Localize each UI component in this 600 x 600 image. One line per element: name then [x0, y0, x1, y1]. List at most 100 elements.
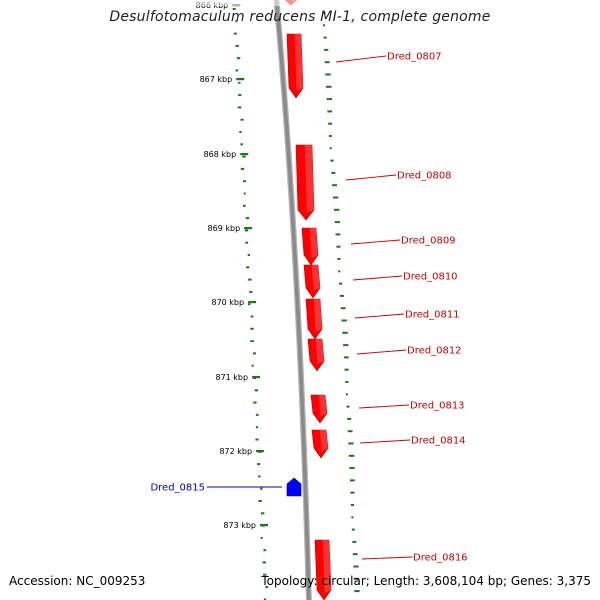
gc-mark-right [348, 454, 355, 457]
gc-mark-left [247, 303, 251, 306]
gc-mark-right [328, 122, 333, 125]
gc-mark-right [340, 307, 346, 310]
gc-mark-left [242, 204, 246, 207]
gene-label-line [345, 174, 397, 181]
topology-text: Topology: circular; Length: 3,608,104 bp… [261, 574, 591, 588]
gene-label-line [354, 313, 405, 319]
gc-mark-left [238, 94, 242, 97]
gc-mark-left [240, 143, 244, 146]
gc-mark-right [323, 36, 327, 39]
gc-mark-left [235, 20, 238, 23]
gc-mark-right [352, 553, 358, 556]
backbone-line [274, 0, 311, 600]
gene-features [284, 0, 332, 600]
gc-mark-right [342, 331, 348, 334]
gc-mark-right [329, 147, 332, 150]
gc-mark-right [325, 73, 331, 76]
gc-mark-left [260, 536, 263, 539]
tick-mark [252, 376, 261, 379]
gc-mark-left [249, 290, 253, 293]
gene-arrow-shade [294, 34, 303, 91]
tick-mark [260, 524, 268, 527]
gene-label-dred-0808: Dred_0808 [397, 171, 452, 182]
gc-mark-left [255, 413, 259, 416]
gc-mark-left [243, 192, 246, 195]
gc-mark-right [324, 61, 330, 64]
gene-arrow-shade [319, 430, 328, 452]
gene-label-dred-0810: Dred_0810 [403, 272, 458, 283]
gc-mark-left [263, 549, 267, 552]
gc-mark-left [238, 81, 241, 84]
tick-mark [240, 153, 249, 156]
gc-mark-left [239, 131, 242, 133]
gene-label-line [335, 55, 387, 63]
gc-mark-left [235, 44, 239, 47]
tick-label: 868 kbp [204, 150, 237, 159]
gc-mark-right [336, 245, 341, 248]
gc-mark-right [333, 208, 340, 211]
gene-label-line [361, 556, 413, 560]
gc-mark-left [252, 352, 256, 355]
tick-label: 873 kbp [223, 521, 256, 530]
gc-mark-left [254, 389, 259, 392]
gc-mark-right [322, 24, 326, 27]
gc-mark-left [233, 32, 237, 35]
gc-mark-right [330, 159, 334, 162]
gc-mark-right [349, 479, 355, 482]
gene-label-dred-0816: Dred_0816 [413, 553, 468, 564]
gc-mark-right [353, 565, 359, 568]
gc-mark-right [326, 98, 332, 101]
gc-mark-left [263, 573, 267, 576]
gc-mark-right [353, 577, 360, 580]
gene-labels: Dred_0807 Dred_0808 Dred_0809 Dred_0810 Dred… [150, 52, 467, 564]
gene-label-line [359, 439, 411, 444]
gc-mark-left [250, 327, 254, 330]
gc-mark-left [258, 500, 262, 502]
gc-mark-left [255, 426, 259, 429]
gc-mark-right [351, 516, 354, 519]
gene-arrow-shade [304, 145, 314, 213]
gc-mark-left [232, 8, 236, 10]
gc-mark-left [237, 106, 242, 109]
gene-label-dred-0815: Dred_0815 [150, 483, 205, 494]
gc-mark-left [265, 586, 269, 589]
gc-mark-right [337, 258, 341, 260]
gc-mark-left [240, 167, 245, 170]
gc-mark-left [240, 118, 244, 121]
gc-mark-left [242, 155, 246, 158]
tick-label: 869 kbp [208, 224, 241, 233]
gene-label-line [352, 275, 403, 281]
gc-mark-right [324, 48, 329, 51]
gc-mark-left [243, 180, 247, 183]
gc-mark-right [326, 85, 332, 88]
tick-label: 872 kbp [219, 447, 252, 456]
gc-mark-right [349, 467, 355, 470]
gc-mark-right [351, 528, 355, 531]
gc-mark-right [350, 504, 355, 506]
genome-backbone [273, 0, 312, 600]
gc-mark-left [246, 266, 250, 269]
gc-mark-left [235, 69, 239, 72]
gc-mark-left [263, 598, 267, 600]
gc-mark-right [345, 381, 349, 383]
gc-mark-right [338, 270, 341, 273]
gene-arrow-shade [322, 540, 331, 593]
gc-mark-left [245, 217, 250, 220]
gc-mark-left [250, 340, 254, 343]
gc-mark-right [331, 171, 336, 174]
gc-mark-right [347, 430, 353, 433]
gc-mark-left [257, 463, 261, 466]
gene-label-line [350, 239, 401, 245]
gc-mark-right [346, 405, 350, 408]
gc-mark-right [347, 417, 352, 420]
gc-mark-right [348, 442, 354, 445]
accession-text: Accession: NC_009253 [9, 574, 146, 588]
gc-mark-left [251, 364, 254, 367]
gc-skew-track [232, 8, 360, 600]
gc-mark-right [343, 356, 349, 359]
gene-label-dred-0809: Dred_0809 [401, 236, 456, 247]
gc-mark-left [258, 475, 261, 478]
gc-mark-right [343, 344, 349, 347]
gene-label-line [356, 349, 407, 355]
